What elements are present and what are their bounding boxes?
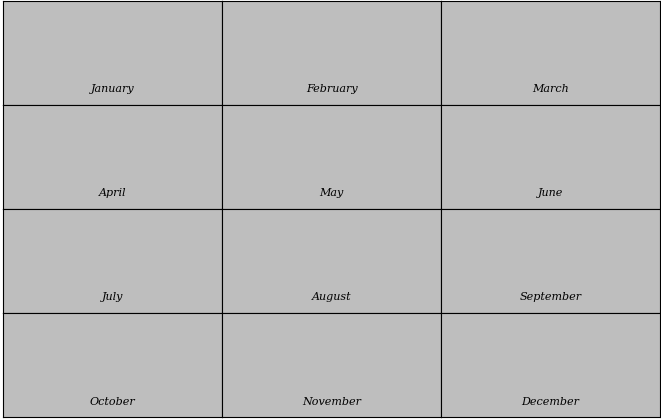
Text: November: November [302,396,361,406]
Text: August: August [312,292,351,303]
Text: January: January [91,85,134,94]
Text: June: June [537,189,563,199]
Text: May: May [319,189,344,199]
Text: February: February [305,85,358,94]
Text: July: July [102,292,124,303]
Text: April: April [99,189,126,199]
Text: December: December [522,396,579,406]
Text: September: September [520,292,581,303]
Text: October: October [90,396,136,406]
Text: March: March [532,85,568,94]
